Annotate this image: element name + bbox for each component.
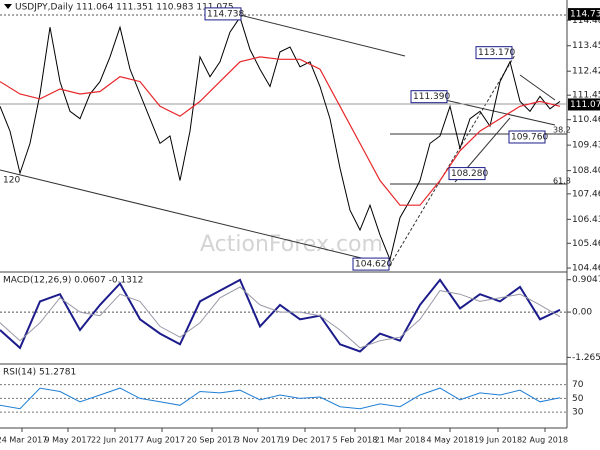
title-icon (4, 4, 12, 9)
y-tick-label: 107.460 (572, 189, 600, 199)
price-marker-label: 111.075 (570, 100, 600, 110)
rsi-line (0, 387, 561, 410)
fib-label: 38.2 (553, 126, 571, 135)
price-marker-label: 114.730 (570, 10, 600, 20)
y-tick-label: 106.430 (572, 215, 600, 225)
moving-average (0, 56, 561, 206)
annotation-box (448, 167, 486, 181)
annotation-label: 111.390 (413, 92, 450, 102)
y-tick-label: 109.430 (572, 141, 600, 151)
trend-line (0, 169, 391, 266)
annotation-box (410, 90, 448, 104)
y-tick-label: 50 (572, 394, 584, 404)
chart-title: USDJPY,Daily 111.064 111.351 110.983 111… (15, 3, 234, 13)
x-tick-label: 7 Aug 2017 (139, 436, 185, 445)
x-tick-label: 4 May 2018 (426, 436, 473, 445)
price-marker (568, 8, 600, 21)
y-tick-label: 70 (572, 380, 584, 390)
trend-line (519, 74, 556, 101)
annotation-box (475, 46, 513, 60)
y-tick-label: 113.450 (572, 41, 600, 51)
edge-label: 120 (3, 176, 20, 186)
signal-line (0, 286, 561, 349)
trend-line (239, 14, 406, 57)
x-tick-label: 22 Jun 2017 (91, 436, 139, 445)
y-tick-label: 112.420 (572, 67, 600, 77)
y-tick-label: 105.460 (572, 239, 600, 249)
fib-label: 61.8 (553, 177, 571, 186)
x-tick-label: 19 Jun 2018 (474, 436, 522, 445)
y-tick-label: 111.450 (572, 91, 600, 101)
annotation-label: 114.738 (207, 9, 244, 19)
watermark: ActionForex.com (200, 232, 383, 257)
y-tick-label: 30 (572, 408, 584, 418)
x-tick-label: 19 Dec 2017 (279, 436, 330, 445)
y-tick-label: 110.460 (572, 115, 600, 125)
y-tick-label: 0.00 (572, 308, 592, 318)
y-tick-label: 114.480 (572, 16, 600, 26)
annotation-label: 109.760 (511, 132, 548, 142)
annotation-box (352, 257, 390, 271)
x-tick-label: 20 Sep 2017 (187, 436, 238, 445)
annotation-label: 108.280 (451, 169, 488, 179)
price-line (0, 16, 561, 262)
x-tick-label: 9 May 2017 (44, 436, 91, 445)
rsi-label: RSI(14) 51.2781 (3, 368, 76, 378)
x-tick-label: 5 Feb 2018 (333, 436, 378, 445)
x-tick-label: 24 Mar 2017 (0, 436, 47, 445)
macd-label: MACD(12,26,9) 0.0607 -0.1312 (3, 276, 143, 286)
y-tick-label: 104.460 (572, 264, 600, 274)
x-tick-label: 3 Nov 2017 (235, 436, 281, 445)
macd-line (0, 278, 561, 353)
annotation-box (204, 7, 242, 21)
annotation-label: 104.620 (355, 260, 392, 270)
y-tick-label: 108.400 (572, 166, 600, 176)
y-tick-label: 0.9047 (572, 275, 600, 285)
annotation-label: 113.170 (478, 48, 515, 58)
y-tick-label: -1.2652 (572, 353, 600, 363)
trend-line (389, 54, 516, 266)
x-tick-label: 21 Mar 2018 (375, 436, 426, 445)
price-marker (568, 98, 600, 111)
x-tick-label: 2 Aug 2018 (522, 436, 568, 445)
annotation-box (508, 130, 546, 144)
